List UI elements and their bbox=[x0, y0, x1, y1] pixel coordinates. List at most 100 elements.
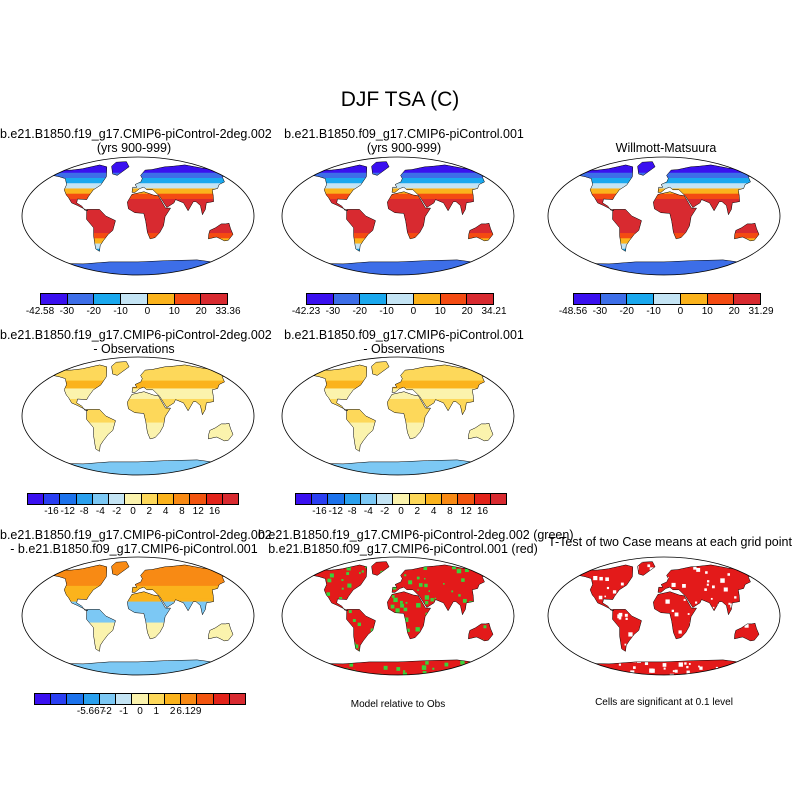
cell bbox=[500, 561, 503, 564]
cell bbox=[418, 583, 423, 587]
colorbar-tick-label: -8 bbox=[347, 506, 357, 517]
cell bbox=[780, 600, 782, 602]
band bbox=[52, 396, 233, 400]
colorbar-swatch bbox=[222, 494, 239, 504]
colorbar-swatch bbox=[92, 494, 110, 504]
panel-1-title-line2: (yrs 900-999) bbox=[96, 141, 172, 155]
cell bbox=[551, 653, 555, 657]
colorbar-3 bbox=[573, 293, 761, 305]
map-panel-4 bbox=[21, 356, 255, 476]
colorbar-swatch bbox=[490, 494, 507, 504]
colorbar-swatch bbox=[206, 494, 223, 504]
continent-north-america bbox=[578, 564, 633, 611]
band bbox=[52, 669, 233, 673]
band bbox=[312, 464, 493, 468]
cell bbox=[399, 600, 403, 604]
cell bbox=[282, 653, 286, 657]
cell bbox=[622, 676, 624, 677]
band bbox=[52, 664, 233, 668]
band bbox=[312, 396, 493, 400]
cell bbox=[734, 596, 737, 599]
cell bbox=[633, 666, 636, 669]
colorbar-5 bbox=[295, 493, 507, 505]
colorbar-swatch bbox=[734, 294, 761, 304]
colorbar-tick-label: 0 bbox=[130, 506, 136, 517]
band bbox=[312, 267, 493, 271]
panel-5-title-line2: - Observations bbox=[363, 342, 445, 356]
cell bbox=[720, 578, 725, 583]
cell bbox=[562, 578, 564, 580]
band bbox=[52, 206, 233, 210]
colorbar-swatch bbox=[141, 494, 158, 504]
cell bbox=[451, 590, 454, 593]
cell bbox=[417, 589, 419, 591]
cell bbox=[560, 666, 562, 668]
coastline-australia bbox=[208, 222, 234, 242]
band bbox=[52, 196, 233, 200]
band bbox=[52, 398, 233, 403]
cell bbox=[618, 663, 621, 666]
colorbar-swatch bbox=[44, 494, 61, 504]
band bbox=[52, 193, 233, 197]
cell bbox=[444, 662, 449, 667]
band bbox=[578, 209, 759, 213]
colorbar-swatch bbox=[458, 494, 475, 504]
coastline-greenland bbox=[371, 161, 390, 176]
cell bbox=[510, 569, 513, 572]
cell bbox=[712, 606, 715, 609]
band bbox=[52, 575, 233, 579]
cell bbox=[618, 612, 623, 617]
cell bbox=[484, 570, 487, 573]
coastline-africa bbox=[653, 591, 698, 640]
coastline-australia bbox=[468, 222, 494, 242]
band bbox=[52, 672, 233, 675]
panel-1-title: b.e21.B1850.f19_g17.CMIP6-piControl-2deg… bbox=[0, 127, 272, 155]
colorbar-swatch bbox=[147, 294, 175, 304]
colorbar-tick-label: -8 bbox=[79, 506, 89, 517]
colorbar-swatch bbox=[654, 294, 681, 304]
colorbar-tick-label: 20 bbox=[195, 306, 207, 317]
coastline-south-america bbox=[86, 209, 116, 252]
colorbar-tick-label: 16 bbox=[208, 506, 221, 517]
band bbox=[52, 661, 233, 666]
coastline-greenland bbox=[111, 561, 130, 576]
band bbox=[578, 261, 759, 266]
cell bbox=[566, 672, 570, 676]
band bbox=[52, 604, 233, 608]
cell bbox=[593, 575, 598, 581]
band bbox=[578, 198, 759, 203]
coastline-south-america bbox=[86, 609, 116, 652]
band bbox=[52, 591, 233, 595]
coastline-antarctica bbox=[54, 659, 223, 675]
cell bbox=[674, 612, 679, 617]
map-border bbox=[281, 156, 515, 276]
colorbar-tick-label: -42.23 bbox=[291, 306, 321, 317]
band bbox=[312, 383, 493, 387]
cell bbox=[561, 671, 563, 673]
cell bbox=[323, 567, 325, 569]
coastline-africa bbox=[127, 391, 172, 440]
map-border bbox=[547, 156, 781, 276]
cell bbox=[678, 630, 682, 634]
cell bbox=[624, 643, 627, 646]
colorbar-swatch bbox=[413, 294, 441, 304]
cell bbox=[483, 656, 486, 660]
band bbox=[312, 193, 493, 197]
coastline-eurasia bbox=[391, 564, 489, 616]
cell bbox=[405, 601, 408, 604]
cell bbox=[599, 576, 603, 581]
colorbar-tick-label: 12 bbox=[460, 506, 472, 517]
band bbox=[52, 377, 233, 382]
band bbox=[52, 577, 233, 582]
colorbar-tick-label: 4 bbox=[430, 506, 437, 517]
cell bbox=[415, 627, 420, 632]
cell bbox=[362, 674, 367, 675]
cell bbox=[644, 661, 649, 666]
cell bbox=[727, 665, 731, 669]
cell bbox=[392, 586, 397, 590]
cell bbox=[302, 670, 305, 673]
cell bbox=[329, 573, 334, 578]
band bbox=[578, 196, 759, 200]
cell bbox=[354, 644, 359, 649]
cell bbox=[723, 587, 728, 592]
